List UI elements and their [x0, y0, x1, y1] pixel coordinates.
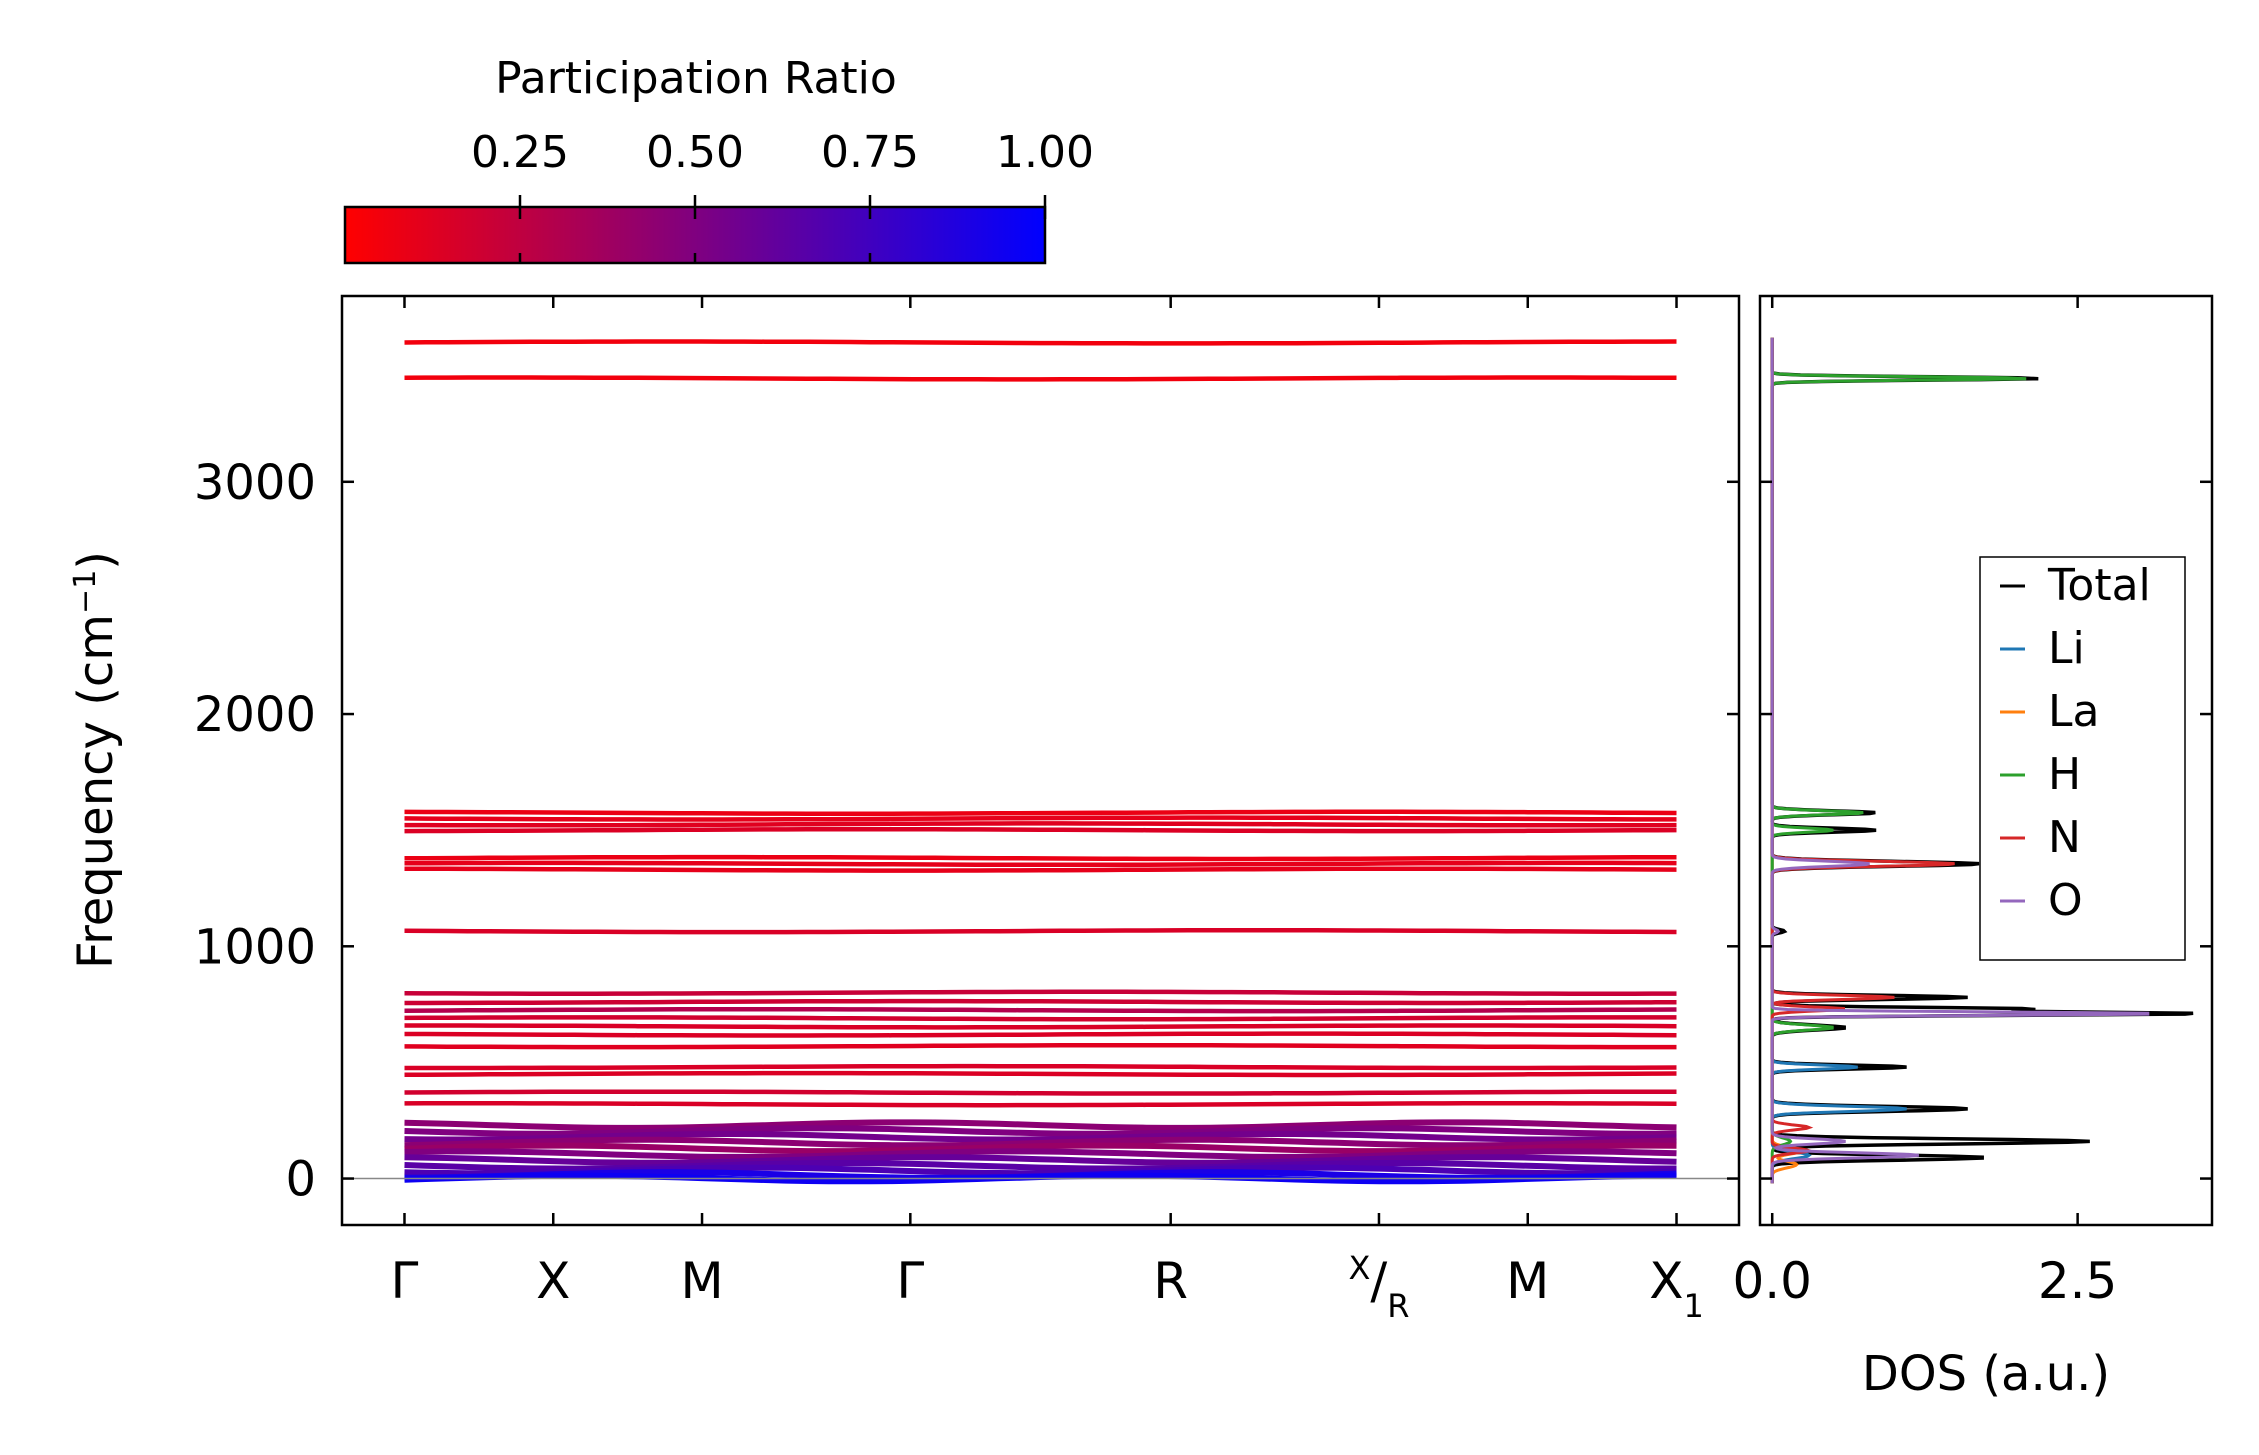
band-line — [404, 1006, 1677, 1014]
colorbar-tick-label: 0.25 — [471, 127, 569, 178]
band-line — [404, 821, 1677, 828]
band-line — [404, 854, 1677, 862]
band-line — [404, 1070, 1677, 1078]
colorbar-tick-label: 0.50 — [646, 127, 744, 178]
k-point-label: Γ — [896, 1252, 924, 1310]
band-line — [404, 1119, 1677, 1131]
band-line — [404, 1154, 1677, 1166]
legend-label: Total — [2047, 560, 2151, 611]
colorbar-ticks: 0.25 0.50 0.75 1.00 — [471, 127, 1094, 263]
band-line — [404, 928, 1677, 935]
dos-line-o — [1770, 337, 2150, 1184]
y-tick-label: 3000 — [194, 455, 316, 511]
band-line — [404, 1089, 1677, 1096]
legend-label: La — [2048, 686, 2099, 737]
k-point-label: X — [536, 1252, 570, 1310]
dos-x-tick-label: 0.0 — [1732, 1252, 1812, 1310]
legend-label: O — [2048, 875, 2083, 926]
k-point-label: M — [1506, 1252, 1549, 1310]
dos-lines — [1770, 337, 2194, 1184]
colorbar-tick-label: 0.75 — [821, 127, 919, 178]
dos-panel: 0.0 2.5 DOS (a.u.) Total Li La HNO — [1732, 294, 2214, 1402]
band-line — [404, 1131, 1677, 1143]
band-line — [404, 339, 1677, 346]
band-line — [404, 1023, 1677, 1030]
k-point-label: X1 — [1649, 1252, 1704, 1325]
dos-x-axis-label: DOS (a.u.) — [1862, 1346, 2110, 1402]
band-line — [404, 1172, 1677, 1185]
band-line — [404, 1142, 1677, 1155]
band-lines — [404, 339, 1677, 1185]
k-point-label: M — [680, 1252, 723, 1310]
band-line — [404, 866, 1677, 873]
k-point-label: R — [1153, 1252, 1188, 1310]
band-line — [404, 860, 1677, 868]
k-point-label: X/R — [1348, 1249, 1409, 1325]
colorbar-title: Participation Ratio — [495, 53, 897, 104]
dos-x-ticks: 0.0 2.5 — [1732, 296, 2117, 1310]
band-line — [404, 1042, 1677, 1050]
band-line — [404, 809, 1677, 816]
band-line — [404, 826, 1677, 834]
y-axis-label: Frequency (cm−1) — [68, 551, 125, 969]
band-line — [404, 815, 1677, 822]
band-line — [404, 1015, 1677, 1022]
band-line — [404, 1063, 1677, 1071]
colorbar-tick-label: 1.00 — [996, 127, 1094, 178]
band-x-ticks: Γ X M Γ R X/R M X1 — [391, 296, 1704, 1325]
k-point-label: Γ — [391, 1252, 419, 1310]
dos-legend: Total Li La HNO — [1979, 556, 2186, 961]
band-line — [404, 998, 1677, 1006]
dos-y-ticks — [1760, 480, 2212, 1180]
legend-label: Li — [2048, 623, 2085, 674]
band-y-ticks: 0 1000 2000 3000 — [194, 455, 1739, 1208]
band-line — [404, 1101, 1677, 1108]
legend-label: N — [2048, 812, 2081, 863]
band-structure-panel: 0 1000 2000 3000 Γ X M Γ R X/R M X1 Frequency (cm−… — [68, 294, 1741, 1325]
band-line — [404, 1125, 1677, 1137]
dos-x-tick-label: 2.5 — [2038, 1252, 2118, 1310]
band-line — [404, 1031, 1677, 1038]
y-tick-label: 0 — [285, 1152, 316, 1208]
legend-label: H — [2048, 749, 2081, 800]
band-line — [404, 375, 1677, 382]
band-line — [404, 989, 1677, 996]
y-tick-label: 2000 — [194, 687, 316, 743]
y-tick-label: 1000 — [194, 919, 316, 975]
legend-box — [1979, 556, 2186, 961]
band-line — [404, 1148, 1677, 1160]
band-line — [404, 1136, 1677, 1149]
